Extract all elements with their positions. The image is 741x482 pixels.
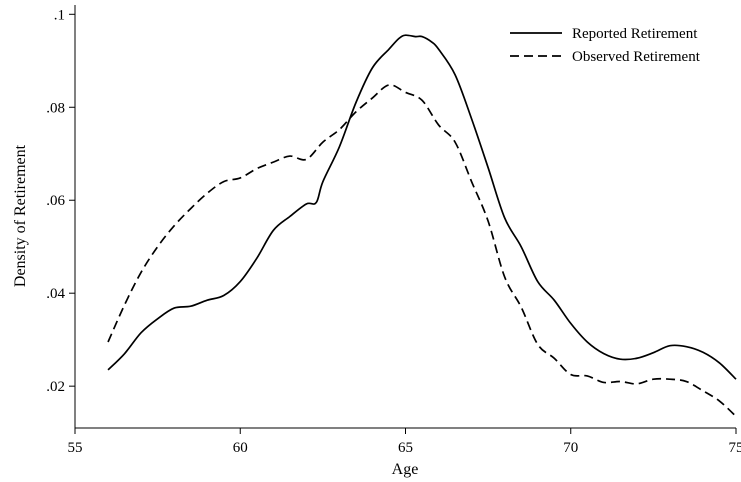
series-line-observed-retirement: [107, 84, 737, 418]
plot-lines: [107, 34, 737, 418]
x-tick-label: 65: [398, 440, 413, 456]
x-tick-label: 75: [729, 440, 741, 456]
y-tick-label: .06: [46, 193, 65, 209]
x-tick-label: 60: [233, 440, 248, 456]
y-tick-label: .08: [46, 100, 65, 116]
y-axis-ticks: .02 .04 .06 .08 .1: [46, 7, 75, 395]
x-tick-label: 70: [563, 440, 578, 456]
y-tick-label: .02: [46, 379, 65, 395]
x-axis-ticks: 55 60 65 70 75: [68, 428, 741, 456]
legend-label-reported: Reported Retirement: [572, 26, 698, 42]
legend-label-observed: Observed Retirement: [572, 49, 701, 65]
y-axis-title: Density of Retirement: [12, 144, 29, 287]
y-tick-label: .04: [46, 286, 65, 302]
y-tick-label: .1: [54, 7, 65, 23]
legend: Reported Retirement Observed Retirement: [510, 26, 701, 65]
x-axis-title: Age: [392, 461, 419, 478]
x-tick-label: 55: [68, 440, 83, 456]
series-line-reported-retirement: [107, 34, 737, 380]
